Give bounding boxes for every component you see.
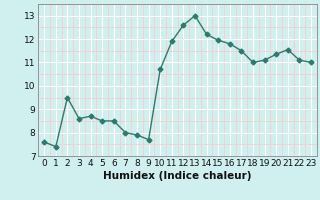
- X-axis label: Humidex (Indice chaleur): Humidex (Indice chaleur): [103, 171, 252, 181]
